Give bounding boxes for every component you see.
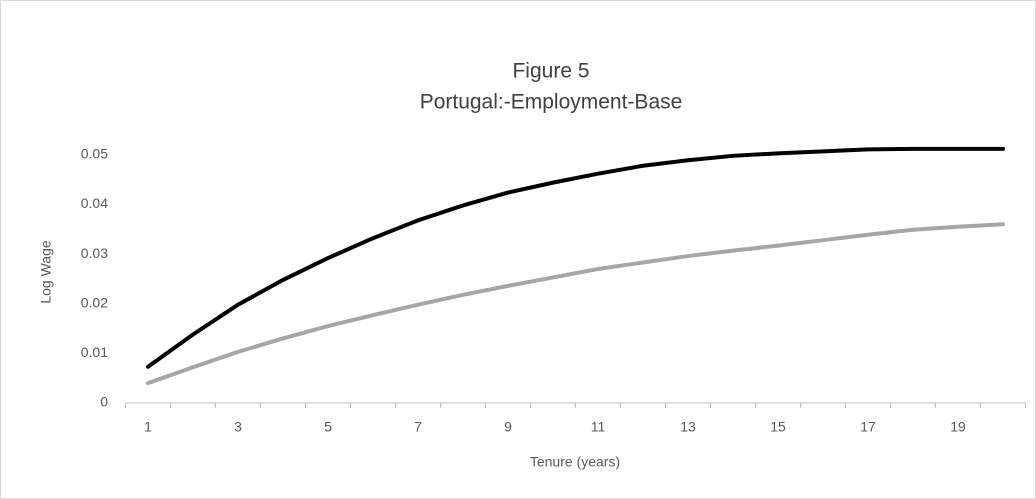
chart-title: Figure 5 [512,60,589,83]
line-series [146,146,1005,369]
x-tick-label: 9 [504,419,512,435]
x-tick-label: 15 [770,419,786,435]
y-tick-label: 0.03 [81,245,108,261]
x-tick-label: 11 [591,419,606,435]
x-tick-label: 13 [680,419,696,435]
x-tick-label: 5 [324,419,332,435]
y-tick-label: 0.05 [81,146,108,162]
y-axis-title: Log Wage [38,240,54,304]
x-tick-label: 19 [950,419,966,435]
x-tick-label: 1 [144,419,152,435]
y-tick-label: 0.01 [81,344,108,360]
line-series [146,222,1005,386]
x-tick-label: 7 [414,419,422,435]
y-tick-label: 0 [100,394,108,410]
chart-subtitle: Portugal:-Employment-Base [420,91,683,114]
y-tick-label: 0.04 [81,195,108,211]
x-tick-label: 17 [860,419,876,435]
x-axis-title: Tenure (years) [530,454,620,470]
y-tick-label: 0.02 [81,294,108,310]
x-tick-label: 3 [234,419,242,435]
